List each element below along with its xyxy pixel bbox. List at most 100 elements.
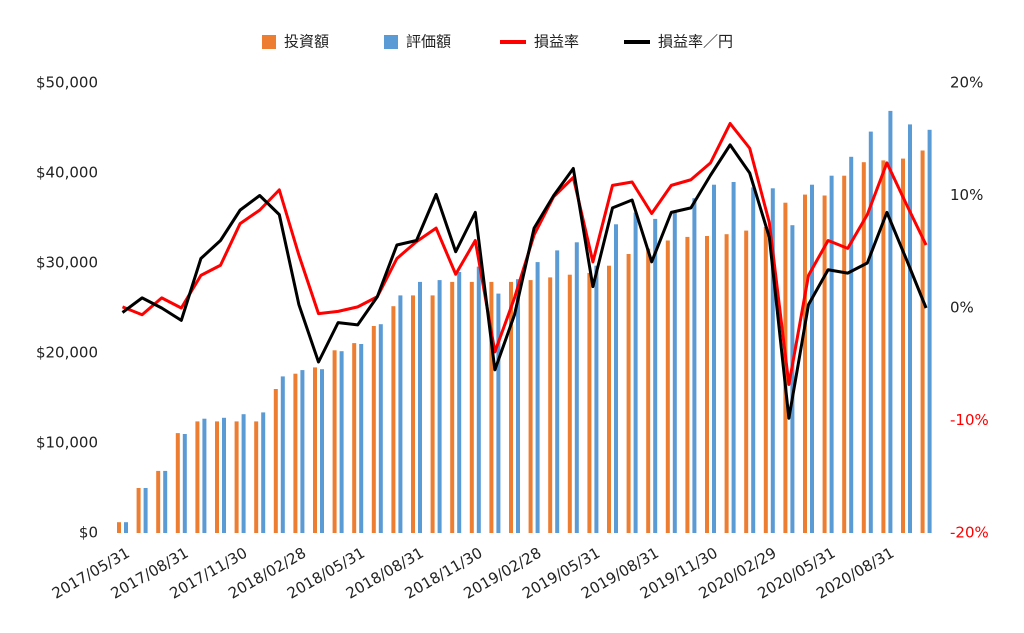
bar	[300, 370, 305, 533]
bar	[222, 417, 226, 533]
bar	[175, 433, 180, 533]
bar	[868, 131, 873, 533]
bar	[626, 254, 631, 533]
y-tick-label: $30,000	[36, 254, 98, 272]
bar	[202, 418, 207, 533]
bar	[496, 293, 501, 533]
y-tick-label: $40,000	[36, 164, 98, 182]
bar	[861, 162, 866, 533]
bar	[476, 266, 481, 533]
bar	[371, 326, 376, 533]
bar	[803, 194, 807, 533]
legend-label: 損益率	[534, 33, 579, 51]
bar	[881, 160, 886, 533]
bar	[124, 522, 128, 533]
bar	[567, 274, 572, 533]
bar	[195, 421, 200, 533]
bar	[457, 272, 462, 533]
bar	[313, 367, 317, 533]
legend-swatch	[384, 35, 398, 49]
legend-label: 評価額	[406, 33, 451, 51]
bar	[359, 344, 364, 533]
bar	[293, 373, 298, 533]
y2-tick-label: 0%	[950, 299, 974, 317]
bar	[607, 265, 611, 533]
bar	[437, 280, 442, 533]
bar	[672, 210, 677, 534]
bar	[143, 488, 148, 533]
bar	[117, 522, 121, 533]
bar	[555, 250, 560, 533]
bar	[594, 265, 599, 533]
bar	[888, 110, 893, 534]
bar	[646, 248, 651, 533]
bar	[234, 421, 239, 533]
y2-tick-label: -20%	[950, 524, 989, 542]
bar	[280, 376, 285, 533]
bar	[763, 227, 768, 533]
bar	[614, 224, 618, 534]
bar	[908, 124, 912, 534]
bar	[469, 281, 474, 533]
bar	[731, 182, 736, 533]
legend-label: 投資額	[284, 33, 329, 51]
bar	[450, 281, 455, 533]
bar	[430, 295, 435, 533]
bar	[927, 129, 932, 534]
bar	[254, 421, 259, 533]
bar	[633, 212, 638, 533]
bar	[320, 369, 324, 533]
bar	[712, 184, 716, 533]
bar	[574, 242, 579, 534]
bar	[822, 195, 827, 533]
bar	[587, 272, 592, 533]
bar	[692, 198, 697, 533]
y2-tick-label: 10%	[950, 186, 983, 204]
y-tick-label: $20,000	[36, 344, 98, 362]
bar	[215, 421, 219, 533]
bar	[724, 234, 729, 533]
bar	[332, 350, 337, 533]
bar	[156, 470, 161, 533]
bar	[653, 218, 658, 533]
bar	[391, 306, 396, 533]
bar	[842, 175, 847, 533]
bar	[920, 150, 925, 533]
bar	[352, 343, 357, 533]
bar	[849, 156, 854, 534]
y-tick-label: $50,000	[36, 74, 98, 92]
bar	[535, 262, 540, 533]
bar	[665, 240, 670, 533]
y2-tick-label: 20%	[950, 74, 983, 92]
bar	[744, 230, 749, 533]
legend-swatch	[262, 35, 276, 49]
bar	[398, 295, 403, 533]
bar	[685, 236, 690, 533]
bar	[829, 175, 834, 533]
bar	[339, 351, 344, 533]
y-tick-label: $0	[79, 524, 98, 542]
bar	[378, 324, 383, 533]
bar	[418, 281, 422, 533]
y2-tick-label: -10%	[950, 411, 989, 429]
bar	[901, 158, 905, 533]
bar	[790, 225, 795, 533]
line	[121, 143, 928, 420]
bar	[411, 295, 415, 533]
y-tick-label: $10,000	[36, 434, 98, 452]
bar	[810, 184, 814, 533]
bar	[273, 389, 278, 533]
bar	[516, 279, 520, 533]
bar	[548, 277, 553, 533]
bar	[163, 470, 168, 533]
bar	[509, 281, 513, 533]
bar	[136, 488, 141, 533]
bar	[705, 236, 709, 533]
bar	[751, 187, 756, 533]
bar	[489, 281, 494, 533]
bar	[261, 412, 266, 533]
legend-label: 損益率／円	[658, 33, 733, 51]
bar	[182, 434, 187, 533]
bar	[770, 188, 775, 534]
